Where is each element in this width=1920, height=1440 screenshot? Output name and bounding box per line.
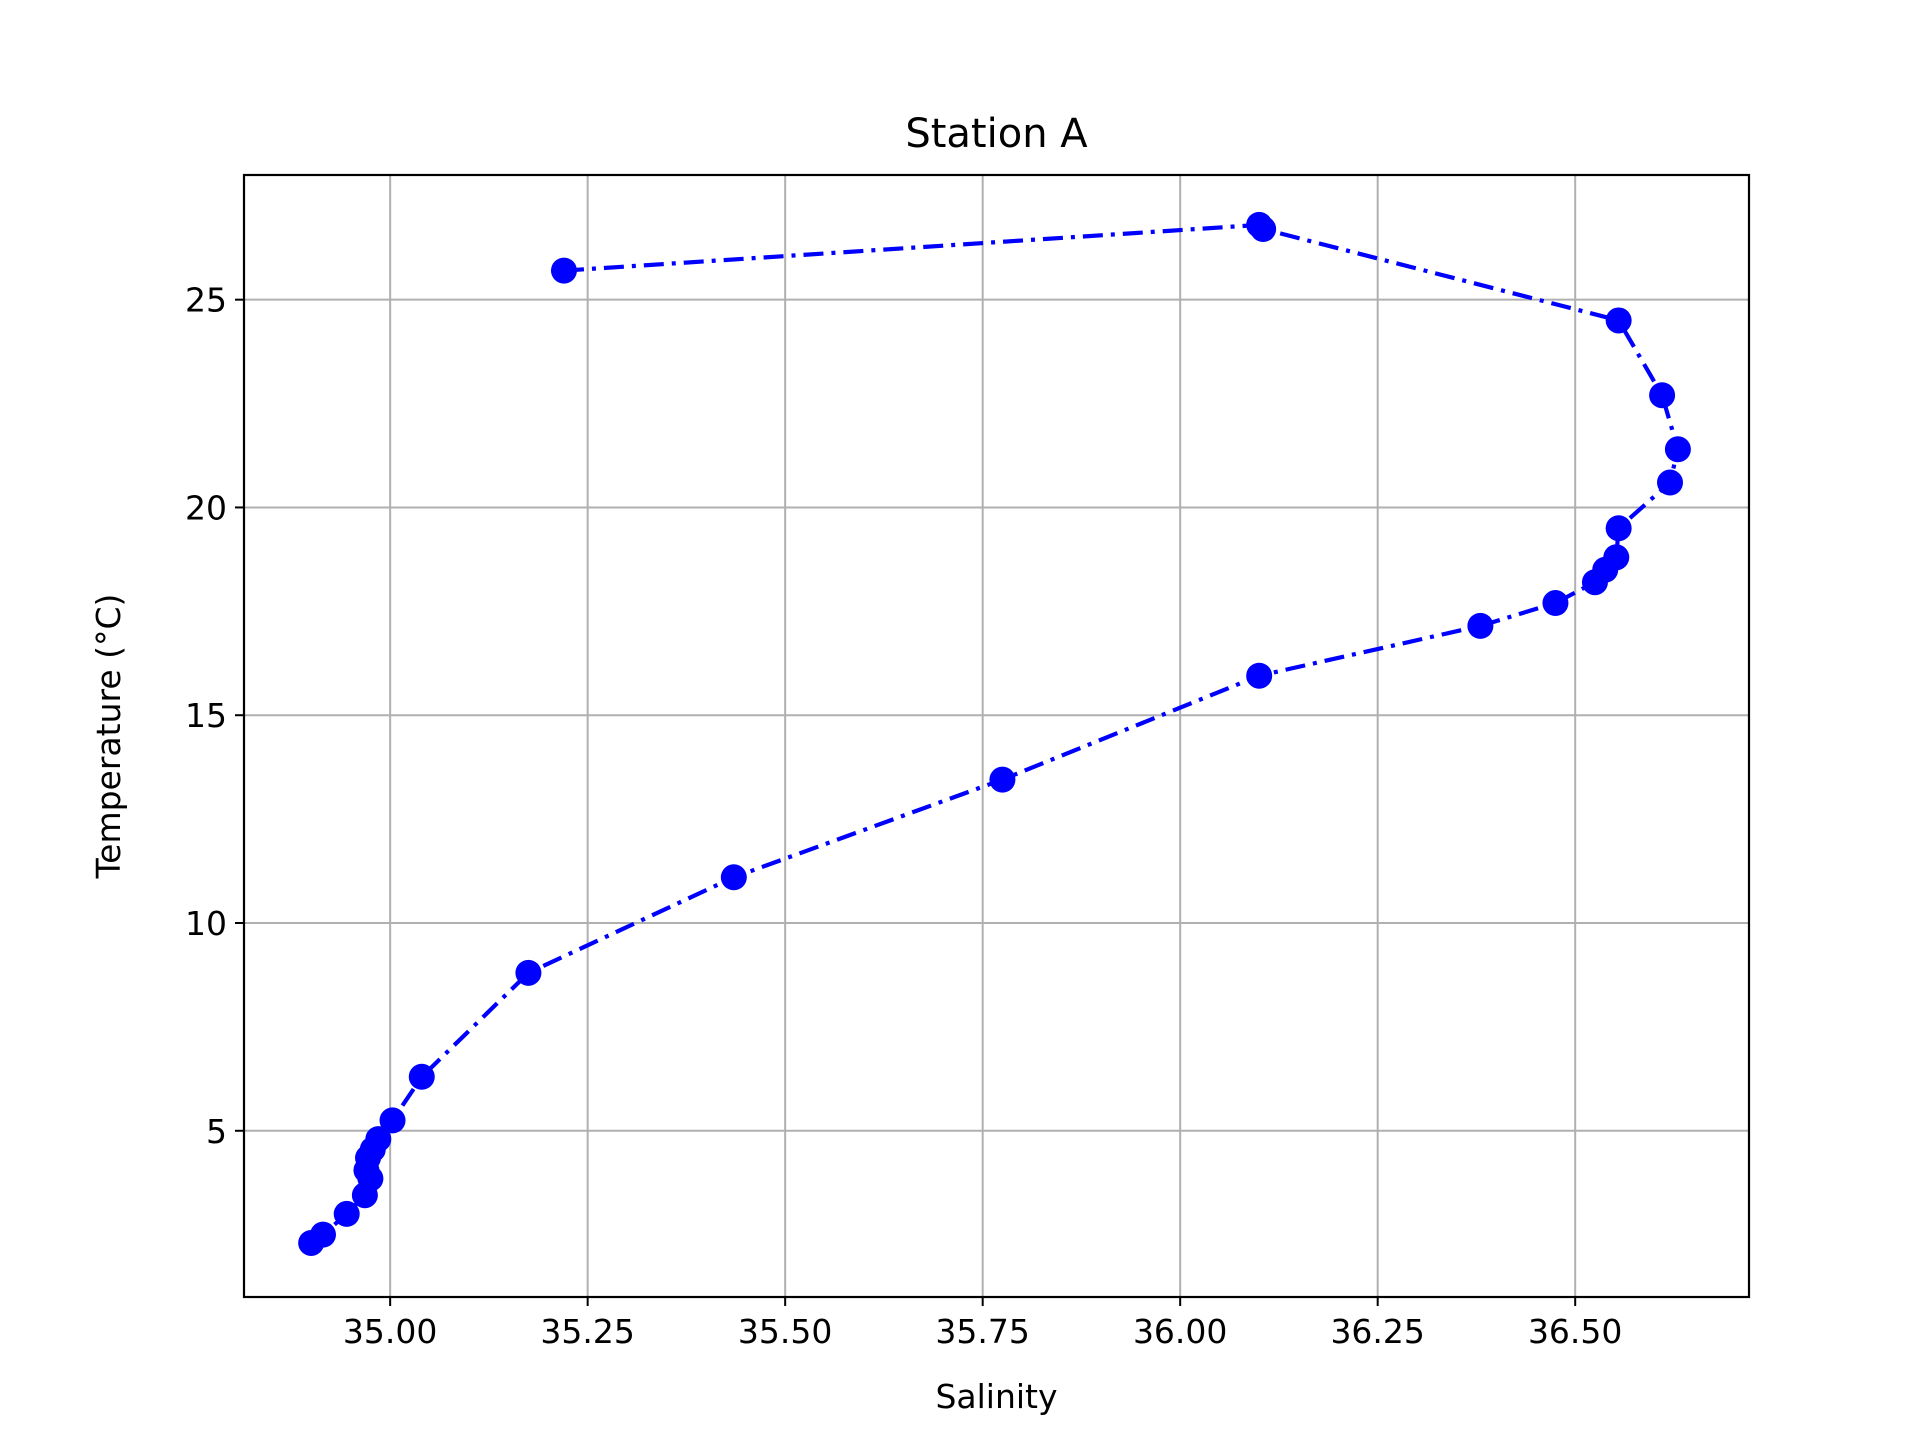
data-point-marker — [298, 1229, 325, 1256]
data-point-marker — [351, 1182, 378, 1209]
tick-group: 35.00 35.25 35.50 35.75 36.00 36.25 36.50 5 10 15… — [185, 281, 1622, 1351]
data-point-marker — [550, 257, 577, 284]
y-tick-label: 25 — [185, 281, 227, 320]
data-point-marker — [1246, 662, 1273, 689]
data-point-marker — [333, 1200, 360, 1227]
x-tick-label: 36.50 — [1528, 1312, 1622, 1351]
series-line-group — [298, 211, 1691, 1256]
series-line — [309, 222, 1681, 1245]
data-point-marker — [353, 1157, 380, 1184]
x-tick-label: 35.75 — [935, 1312, 1029, 1351]
data-point-marker — [515, 959, 542, 986]
data-point-marker — [1605, 307, 1632, 334]
data-point-marker — [1656, 469, 1683, 496]
data-point-marker — [379, 1107, 406, 1134]
data-point-marker — [408, 1063, 435, 1090]
data-point-marker — [1664, 436, 1691, 463]
data-point-marker — [1605, 515, 1632, 542]
y-tick-label: 5 — [206, 1112, 227, 1151]
data-point-marker — [1542, 590, 1569, 617]
chart-title: Station A — [905, 111, 1088, 157]
data-point-marker — [720, 864, 747, 891]
data-point-marker — [1250, 216, 1277, 243]
x-tick-label: 36.25 — [1330, 1312, 1424, 1351]
data-point-marker — [1467, 612, 1494, 639]
x-tick-label: 35.50 — [738, 1312, 832, 1351]
data-point-marker — [1649, 382, 1676, 409]
data-point-marker — [1581, 569, 1608, 596]
y-tick-label: 15 — [185, 696, 227, 735]
x-tick-label: 35.00 — [343, 1312, 437, 1351]
x-tick-label: 35.25 — [540, 1312, 634, 1351]
y-axis-label: Temperature (°C) — [89, 594, 128, 880]
grid-lines — [244, 175, 1749, 1297]
y-tick-label: 20 — [185, 488, 227, 527]
axes-frame — [242, 173, 1751, 1299]
x-axis-label: Salinity — [935, 1377, 1057, 1416]
data-point-marker — [989, 766, 1016, 793]
y-tick-label: 10 — [185, 904, 227, 943]
x-tick-label: 36.00 — [1133, 1312, 1227, 1351]
